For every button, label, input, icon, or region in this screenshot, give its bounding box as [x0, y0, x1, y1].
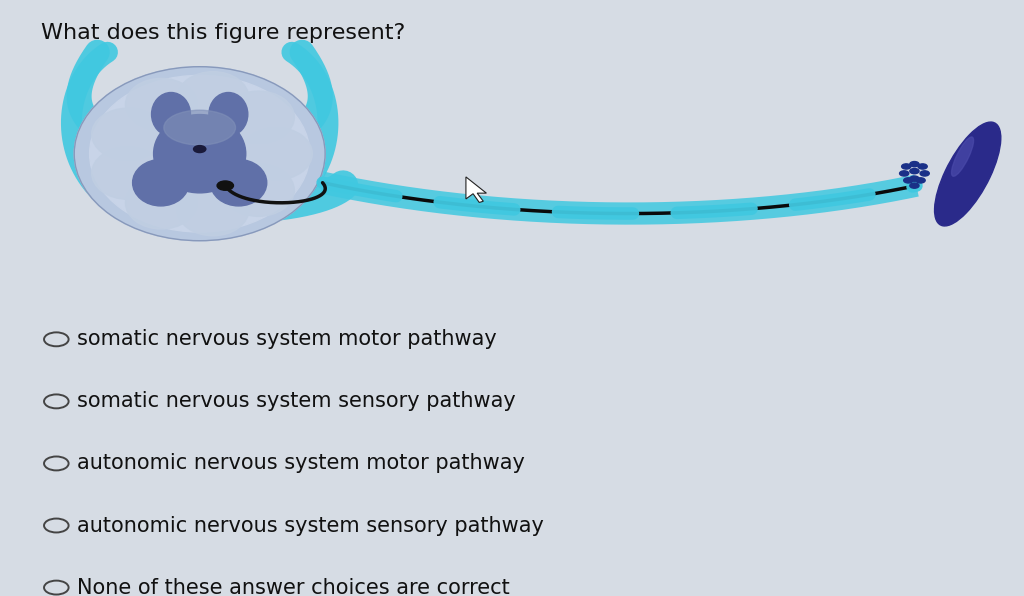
Ellipse shape [90, 76, 309, 232]
Circle shape [919, 164, 928, 169]
Circle shape [921, 171, 930, 176]
Ellipse shape [209, 92, 248, 136]
Text: somatic nervous system sensory pathway: somatic nervous system sensory pathway [77, 392, 515, 411]
Text: autonomic nervous system sensory pathway: autonomic nervous system sensory pathway [77, 516, 544, 536]
Ellipse shape [126, 79, 198, 131]
Ellipse shape [222, 164, 294, 216]
Circle shape [217, 181, 233, 190]
Ellipse shape [222, 91, 294, 143]
Circle shape [904, 178, 913, 183]
Circle shape [900, 171, 909, 176]
Ellipse shape [211, 160, 266, 206]
Circle shape [902, 164, 911, 169]
Ellipse shape [177, 184, 249, 236]
Circle shape [910, 162, 920, 167]
Ellipse shape [92, 108, 164, 160]
Ellipse shape [154, 114, 246, 193]
Ellipse shape [75, 67, 326, 241]
Ellipse shape [125, 177, 197, 229]
Circle shape [194, 145, 206, 153]
Ellipse shape [133, 160, 188, 206]
Ellipse shape [951, 137, 974, 176]
Text: None of these answer choices are correct: None of these answer choices are correct [77, 578, 510, 596]
Polygon shape [466, 177, 486, 203]
Ellipse shape [92, 147, 164, 199]
Circle shape [910, 176, 920, 181]
Ellipse shape [177, 72, 249, 124]
Circle shape [910, 183, 920, 188]
Text: What does this figure represent?: What does this figure represent? [41, 23, 406, 43]
Ellipse shape [241, 128, 312, 180]
Circle shape [910, 169, 920, 173]
Ellipse shape [164, 110, 236, 145]
Text: somatic nervous system motor pathway: somatic nervous system motor pathway [77, 330, 497, 349]
Ellipse shape [152, 92, 190, 136]
Text: autonomic nervous system motor pathway: autonomic nervous system motor pathway [77, 454, 524, 473]
Ellipse shape [935, 122, 1000, 226]
Circle shape [916, 178, 926, 183]
